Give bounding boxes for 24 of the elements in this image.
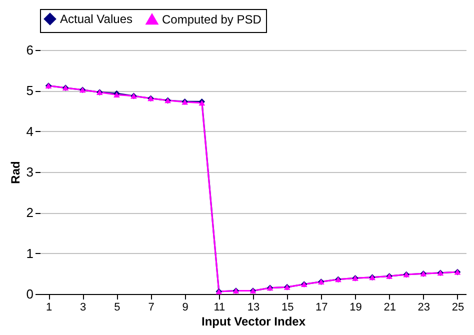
y-tick-label: 6: [26, 42, 34, 58]
x-tick-label: 11: [214, 302, 226, 314]
x-tick-label: 13: [247, 302, 260, 314]
y-tick-label: 0: [26, 286, 34, 302]
x-tick-label: 9: [182, 302, 188, 314]
x-tick-label: 25: [452, 302, 464, 314]
x-tick-label: 15: [281, 302, 294, 314]
x-tick-label: 3: [80, 302, 86, 314]
y-tick-label: 5: [26, 83, 34, 98]
x-tick-label: 1: [46, 302, 52, 314]
legend-label: Actual Values: [60, 12, 132, 26]
y-tick-label: 3: [26, 164, 34, 180]
x-tick-label: 19: [350, 302, 362, 314]
x-tick-label: 17: [316, 302, 328, 314]
y-tick-label: 4: [26, 124, 34, 139]
x-tick-label: 23: [418, 302, 430, 314]
x-tick-label: 7: [148, 302, 154, 314]
y-tick-label: 1: [26, 246, 34, 261]
legend-label: Computed by PSD: [162, 12, 262, 26]
x-axis-title: Input Vector Index: [201, 314, 306, 328]
y-tick-label: 2: [26, 205, 34, 220]
x-tick-label: 5: [114, 302, 120, 314]
x-tick-label: 21: [384, 302, 396, 314]
y-axis-title: Rad: [8, 161, 22, 184]
